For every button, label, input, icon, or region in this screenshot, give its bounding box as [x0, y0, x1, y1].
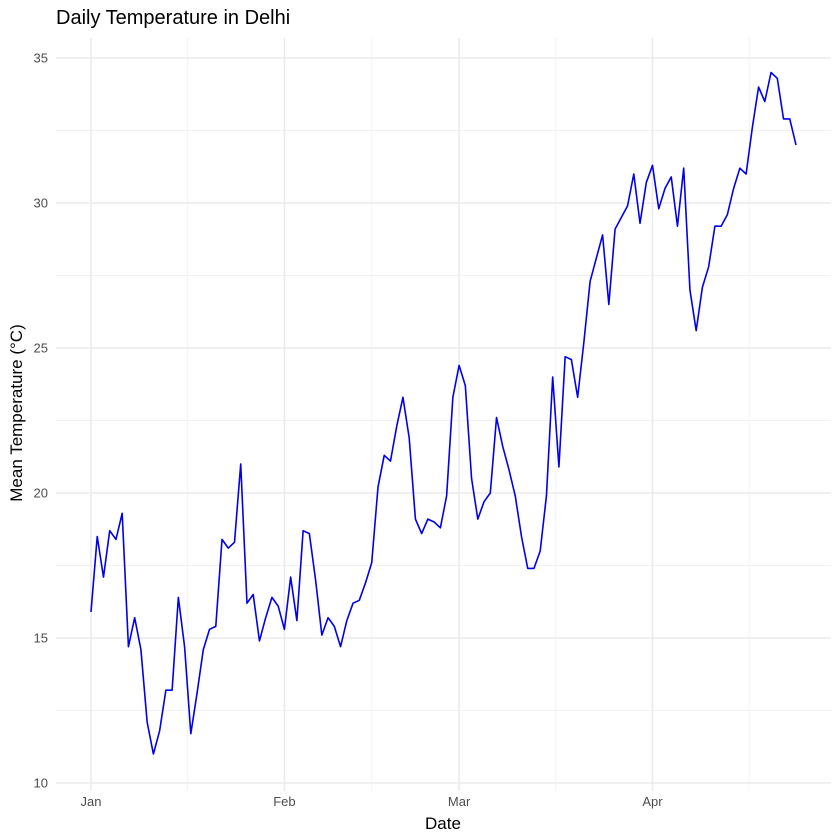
y-tick-label: 30 [34, 196, 48, 211]
x-tick-label: Apr [642, 794, 663, 809]
x-tick-label: Jan [81, 794, 102, 809]
y-tick-label: 10 [34, 776, 48, 791]
minor-gridlines [56, 38, 831, 791]
temperature-line [90, 71, 797, 755]
x-tick-label: Mar [448, 794, 471, 809]
y-axis-tick-labels: 10 15 20 25 30 35 [34, 51, 48, 791]
x-tick-label: Feb [273, 794, 295, 809]
y-tick-label: 35 [34, 51, 48, 66]
chart-title: Daily Temperature in Delhi [56, 7, 290, 29]
x-axis-tick-labels: Jan Feb Mar Apr [81, 794, 664, 809]
data-series [90, 71, 797, 755]
y-axis-title: Mean Temperature (°C) [7, 324, 26, 502]
y-tick-label: 20 [34, 486, 48, 501]
x-axis-title: Date [425, 814, 461, 833]
major-gridlines [56, 38, 831, 791]
y-tick-label: 25 [34, 341, 48, 356]
y-tick-label: 15 [34, 631, 48, 646]
